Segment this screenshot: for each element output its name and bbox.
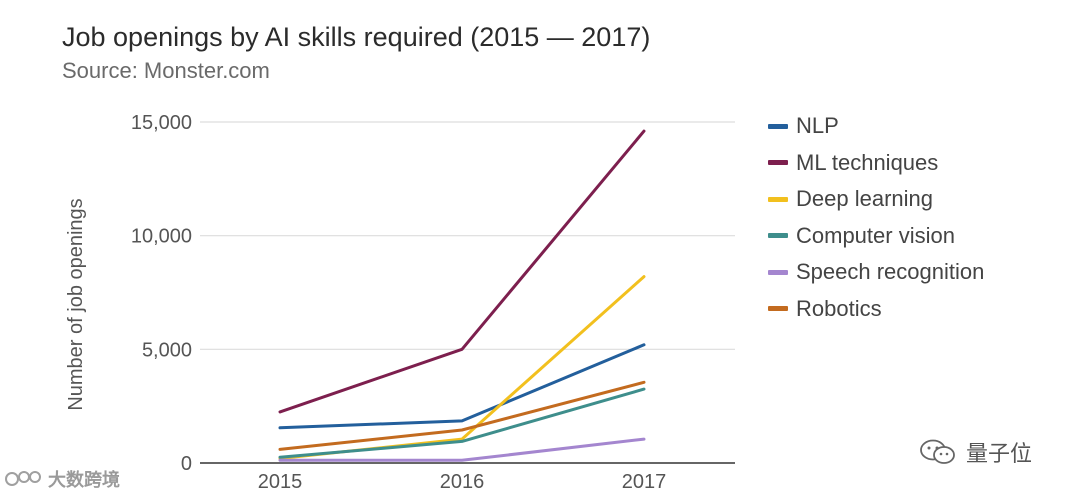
y-axis-ticks: 0 5,000 10,000 15,000 <box>131 112 192 475</box>
y-tick-label: 10,000 <box>131 226 192 248</box>
legend-label: NLP <box>796 113 839 139</box>
legend-label: Robotics <box>796 295 882 321</box>
legend-label: ML techniques <box>796 149 939 175</box>
chart-legend: NLP ML techniques Deep learning Computer vi… <box>768 108 984 327</box>
legend-label: Speech recognition <box>796 259 985 285</box>
legend-swatch <box>768 123 788 129</box>
legend-swatch <box>768 233 788 239</box>
legend-label: Deep learning <box>796 186 933 212</box>
series-line-speech-recognition <box>278 437 646 462</box>
series-line-computer-vision <box>278 387 646 459</box>
watermark-right: 量子位 <box>918 436 1032 468</box>
watermark-left-text: 大数跨境 <box>48 470 120 490</box>
y-tick-label: 15,000 <box>131 112 192 134</box>
watermark-right-text: 量子位 <box>966 441 1033 466</box>
brand-logo-icon <box>5 471 41 486</box>
legend-swatch <box>768 306 788 312</box>
legend-item: NLP <box>768 108 984 145</box>
legend-swatch <box>768 196 788 202</box>
legend-swatch <box>768 269 788 275</box>
legend-label: Computer vision <box>796 222 955 248</box>
watermark-left: 大数跨境 <box>4 466 120 492</box>
legend-item: Deep learning <box>768 181 984 218</box>
legend-item: Robotics <box>768 291 984 328</box>
y-tick-label: 0 <box>181 453 192 475</box>
legend-item: ML techniques <box>768 145 984 182</box>
legend-item: Speech recognition <box>768 254 984 291</box>
x-tick-label: 2016 <box>440 471 485 493</box>
series-lines <box>278 129 646 462</box>
x-tick-label: 2015 <box>258 471 303 493</box>
legend-item: Computer vision <box>768 218 984 255</box>
y-axis-title: Number of job openings <box>65 198 87 410</box>
series-line-robotics <box>278 380 646 451</box>
x-tick-label: 2017 <box>622 471 667 493</box>
x-axis-ticks: 2015 2016 2017 <box>258 471 667 493</box>
legend-swatch <box>768 160 788 166</box>
series-line-nlp <box>278 343 646 430</box>
chart-title: Job openings by AI skills required (2015… <box>62 22 651 52</box>
series-line-ml-techniques <box>278 129 646 414</box>
chart-subtitle: Source: Monster.com <box>62 58 270 83</box>
wechat-icon <box>920 439 955 464</box>
y-tick-label: 5,000 <box>142 339 192 361</box>
gridlines <box>200 121 735 350</box>
